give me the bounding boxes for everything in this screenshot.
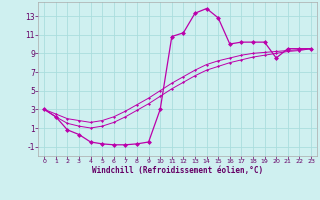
X-axis label: Windchill (Refroidissement éolien,°C): Windchill (Refroidissement éolien,°C) [92, 166, 263, 175]
